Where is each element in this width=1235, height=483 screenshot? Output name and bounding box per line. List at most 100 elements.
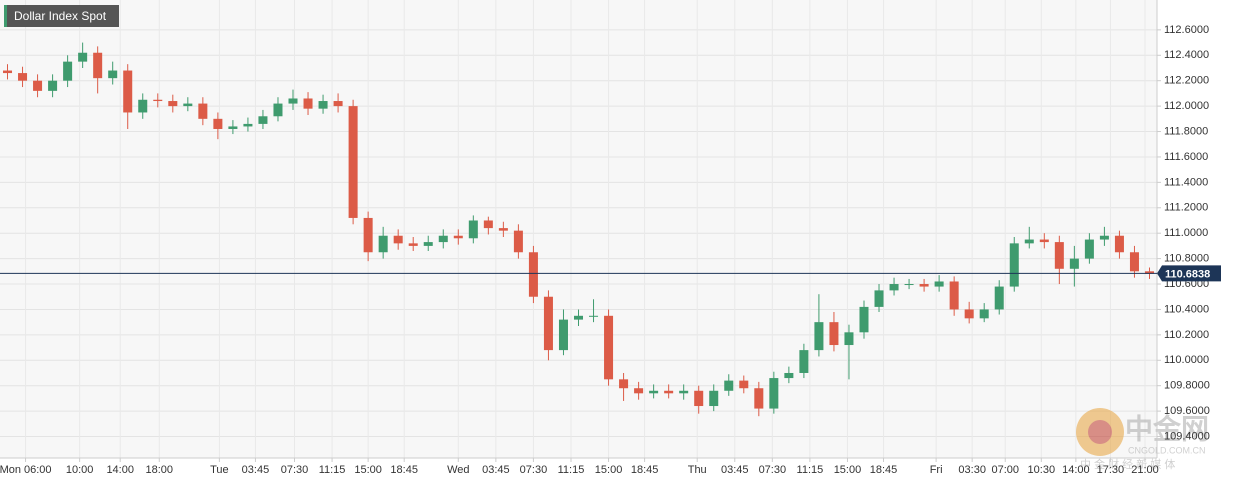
candle-body [243, 123, 253, 127]
candle-body [904, 284, 914, 286]
candle-body [228, 126, 238, 129]
candle-body [589, 315, 599, 317]
x-tick-label: 15:00 [354, 464, 382, 476]
candle-body [874, 290, 884, 307]
candle-body [604, 315, 614, 380]
y-tick-label: 110.8000 [1164, 253, 1209, 265]
candles [3, 42, 1154, 417]
x-tick-label: Thu [688, 464, 707, 476]
candle-body [363, 217, 373, 253]
candle-body [423, 242, 433, 246]
y-tick-label: 109.4000 [1164, 430, 1210, 442]
candle-body [63, 61, 73, 81]
candle-body [919, 284, 929, 287]
candle-body [393, 235, 403, 244]
x-tick-label: 03:45 [482, 464, 510, 476]
candle-body [198, 103, 208, 119]
candle-body [994, 286, 1004, 310]
candle-body [1084, 239, 1094, 259]
candle-body [333, 101, 343, 107]
x-tick-label: 10:00 [66, 464, 94, 476]
candle-body [303, 98, 313, 109]
candle-body [799, 350, 809, 373]
candle-body [1009, 243, 1019, 287]
y-tick-label: 109.8000 [1164, 380, 1210, 392]
y-tick-label: 110.2000 [1164, 329, 1209, 341]
candle-body [889, 284, 899, 291]
candle-body [528, 252, 538, 297]
x-tick-label: 03:45 [721, 464, 749, 476]
candle-body [739, 380, 749, 389]
chart-title: Dollar Index Spot [14, 9, 107, 23]
candle-body [1129, 252, 1139, 272]
y-tick-label: 110.0000 [1164, 354, 1209, 366]
candle-body [168, 101, 178, 107]
x-tick-label: 07:30 [520, 464, 548, 476]
x-tick-label: 07:30 [281, 464, 309, 476]
candle-body [724, 380, 734, 391]
watermark-site: CNGOLD.COM.CN [1128, 445, 1206, 455]
candle-body [844, 332, 854, 346]
x-tick-label: 03:45 [242, 464, 270, 476]
candle-body [1069, 258, 1079, 269]
candle-body [453, 235, 463, 239]
candle-body [3, 70, 13, 74]
y-tick-label: 112.0000 [1164, 100, 1209, 112]
candle-body [769, 378, 779, 409]
candle-body [408, 243, 418, 246]
candle-body [33, 80, 43, 91]
x-tick-label: Wed [447, 464, 469, 476]
candle-body [1039, 239, 1049, 243]
x-tick-label: 15:00 [595, 464, 623, 476]
candle-body [634, 388, 644, 394]
candle-body [273, 103, 283, 117]
candle-body [183, 103, 193, 107]
candle-body [468, 220, 478, 239]
x-tick-label: Tue [210, 464, 229, 476]
y-tick-label: 110.4000 [1164, 303, 1209, 315]
title-accent [4, 5, 7, 27]
candle-body [859, 306, 869, 333]
y-tick-label: 112.6000 [1164, 24, 1209, 36]
candle-body [258, 116, 268, 124]
watermark-brand: 中金网 [1125, 412, 1209, 444]
x-tick-label: 10:30 [1028, 464, 1056, 476]
y-tick-label: 112.4000 [1164, 49, 1209, 61]
x-tick-label: 07:00 [991, 464, 1019, 476]
candle-body [483, 220, 493, 229]
candle-body [829, 322, 839, 346]
x-tick-label: 14:00 [1062, 464, 1090, 476]
last-price-label: 110.6838 [1165, 268, 1210, 280]
candle-body [123, 70, 133, 113]
candle-body [48, 80, 58, 91]
title-box [4, 5, 119, 27]
x-tick-label: 11:15 [558, 464, 585, 476]
candle-body [378, 235, 388, 253]
candle-body [348, 106, 358, 218]
candle-body [694, 390, 704, 407]
candle-body [964, 309, 974, 319]
y-tick-label: 111.8000 [1164, 125, 1208, 137]
candle-body [784, 372, 794, 379]
candle-body [664, 390, 674, 394]
y-tick-label: 112.2000 [1164, 75, 1209, 87]
candle-body [153, 99, 163, 102]
candle-body [1024, 239, 1034, 244]
candle-body [498, 228, 508, 231]
candle-body [138, 99, 148, 113]
candle-body [93, 52, 103, 79]
candle-body [108, 70, 118, 79]
candle-body [213, 118, 223, 129]
candle-body [318, 101, 328, 109]
x-tick-label: 11:15 [319, 464, 346, 476]
candle-body [619, 379, 629, 389]
x-tick-label: Mon 06:00 [0, 464, 52, 476]
candle-body [558, 319, 568, 351]
y-tick-label: 111.0000 [1164, 227, 1208, 239]
x-tick-label: 18:45 [870, 464, 898, 476]
candle-body [18, 73, 28, 81]
x-tick-label: 03:30 [958, 464, 986, 476]
watermark-slogan: 中 金 财 经 新 媒 体 [1080, 457, 1175, 471]
